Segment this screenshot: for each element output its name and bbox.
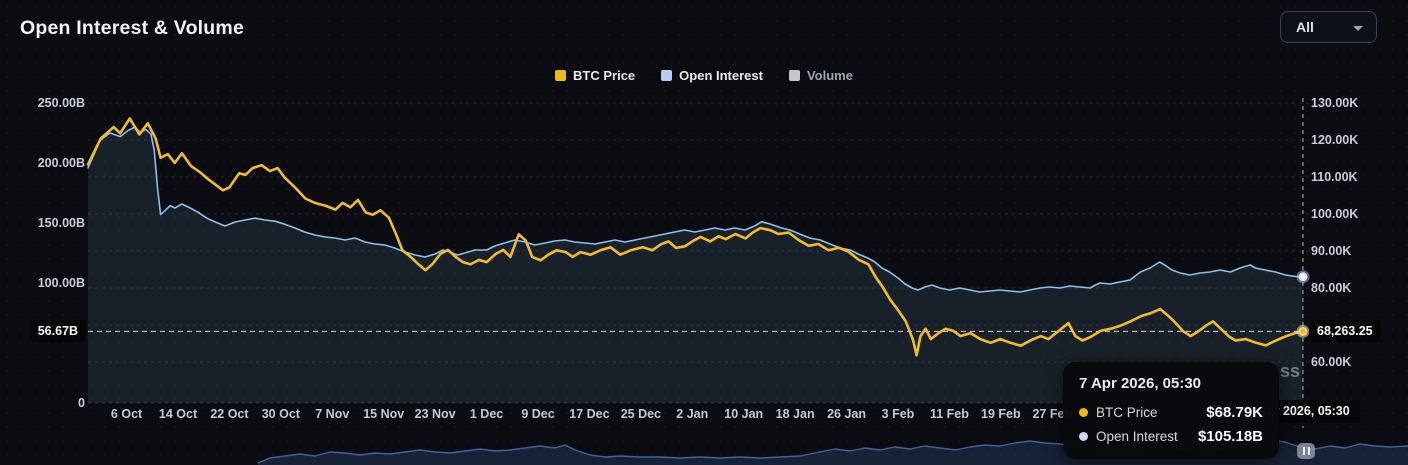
tooltip-series-value: $68.79K — [1206, 404, 1263, 421]
tooltip-series-label: Open Interest — [1096, 429, 1178, 444]
right-axis-tick: 90.00K — [1311, 244, 1352, 258]
right-axis-tick: 120.00K — [1311, 133, 1359, 147]
legend-swatch-icon — [555, 70, 567, 81]
x-axis-tick: 23 Nov — [414, 407, 456, 421]
watermark-fragment: ss — [1280, 361, 1301, 381]
chevron-down-icon — [1353, 26, 1363, 31]
right-axis-tick: 110.00K — [1311, 170, 1358, 184]
x-axis-tick: 22 Oct — [210, 407, 249, 421]
right-axis-tick: 100.00K — [1311, 207, 1359, 221]
chart-tooltip: 7 Apr 2026, 05:30 BTC Price $68.79K Open I… — [1063, 362, 1279, 459]
legend-item-btc-price[interactable]: BTC Price — [555, 68, 635, 83]
legend-swatch-icon — [661, 70, 673, 81]
left-axis-tick: 100.00B — [37, 276, 85, 290]
legend-item-open-interest[interactable]: Open Interest — [661, 68, 763, 83]
right-axis-tick: 60.00K — [1311, 355, 1352, 369]
right-axis-tick: 130.00K — [1311, 96, 1359, 110]
x-axis-tick: 30 Oct — [261, 407, 300, 421]
handle-bar-icon — [1307, 447, 1310, 455]
x-axis-tick: 26 Jan — [827, 407, 867, 421]
x-axis-tick: 27 Feb — [1032, 407, 1073, 421]
legend-swatch-icon — [788, 70, 800, 81]
page-title: Open Interest & Volume — [20, 17, 244, 39]
x-axis-tick: 17 Dec — [569, 407, 610, 421]
x-axis-tick: 11 Feb — [929, 407, 969, 421]
chart-legend: BTC Price Open Interest Volume — [0, 68, 1408, 83]
open-interest-line — [87, 126, 1304, 293]
x-axis-tick: 1 Dec — [469, 407, 504, 421]
tooltip-row: Open Interest $105.18B — [1079, 428, 1263, 445]
legend-label: BTC Price — [573, 68, 636, 83]
left-axis-tick: 0 — [78, 396, 85, 410]
x-axis-tick: 25 Dec — [620, 407, 661, 421]
right-axis-tick: 80.00K — [1311, 281, 1352, 295]
legend-item-volume[interactable]: Volume — [788, 68, 853, 83]
legend-label: Volume — [806, 68, 853, 83]
open-interest-marker-dot — [1296, 270, 1310, 284]
time-range-dropdown[interactable]: All — [1280, 11, 1377, 43]
x-axis-tick: 7 Nov — [315, 407, 350, 421]
x-axis-tick: 10 Jan — [724, 407, 764, 421]
series-dot-icon — [1079, 408, 1088, 417]
left-axis-tick: 250.00B — [37, 96, 85, 110]
right-axis-current-value-badge: 68,263.25 — [1309, 320, 1381, 343]
x-axis-tick: 6 Oct — [110, 407, 143, 421]
x-axis-tick: 2 Jan — [676, 407, 709, 421]
x-axis-tick: 3 Feb — [881, 407, 915, 421]
left-axis-current-value-badge: 56.67B — [29, 320, 86, 343]
left-axis-tick: 150.00B — [37, 216, 85, 230]
left-axis-tick: 200.00B — [37, 156, 85, 170]
btc-price-line — [86, 117, 1305, 357]
x-axis-tick: 18 Jan — [775, 407, 815, 421]
x-axis-tick: 15 Nov — [363, 407, 405, 421]
x-axis-tick: 9 Dec — [521, 407, 555, 421]
tooltip-series-label: BTC Price — [1096, 405, 1158, 420]
x-axis-tick: 19 Feb — [981, 407, 1021, 421]
handle-bar-icon — [1302, 447, 1305, 455]
open-interest-area — [88, 127, 1303, 403]
btc-price-marker-dot — [1296, 324, 1310, 338]
x-axis-tick: 14 Oct — [158, 407, 198, 421]
tooltip-date: 7 Apr 2026, 05:30 — [1079, 375, 1202, 392]
series-dot-icon — [1079, 432, 1088, 441]
tooltip-row: BTC Price $68.79K — [1079, 404, 1263, 421]
time-range-value: All — [1296, 19, 1314, 35]
legend-label: Open Interest — [679, 68, 763, 83]
tooltip-series-value: $105.18B — [1197, 428, 1263, 445]
navigator-resize-handle[interactable] — [1297, 443, 1315, 459]
